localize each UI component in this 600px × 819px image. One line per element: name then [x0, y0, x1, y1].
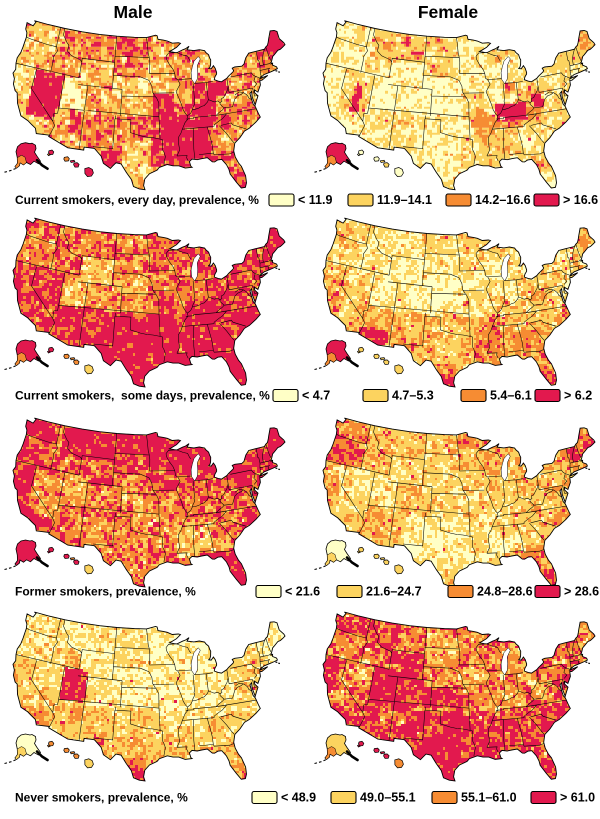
svg-text:Female: Female [418, 2, 479, 22]
svg-text:Never smokers, prevalence, %: Never smokers, prevalence, % [15, 791, 188, 805]
svg-text:Male: Male [114, 2, 153, 22]
svg-text:< 11.9: < 11.9 [298, 193, 332, 207]
svg-text:Current smokers, every day, pr: Current smokers, every day, prevalence, … [15, 193, 259, 207]
svg-text:11.9–14.1: 11.9–14.1 [377, 193, 432, 207]
svg-text:5.4–6.1: 5.4–6.1 [490, 389, 532, 403]
svg-text:Former smokers, prevalence, %: Former smokers, prevalence, % [15, 585, 196, 599]
svg-text:14.2–16.6: 14.2–16.6 [475, 193, 531, 207]
svg-text:> 61.0: > 61.0 [560, 791, 595, 805]
svg-text:55.1–61.0: 55.1–61.0 [461, 791, 517, 805]
svg-text:Current smokers, some days, p: Current smokers, some days, prevalence, … [15, 389, 270, 403]
svg-text:< 48.9: < 48.9 [281, 791, 316, 805]
svg-text:21.6–24.7: 21.6–24.7 [366, 585, 422, 599]
svg-text:49.0–55.1: 49.0–55.1 [360, 791, 416, 805]
svg-text:> 6.2: > 6.2 [564, 389, 592, 403]
svg-text:> 28.6: > 28.6 [564, 585, 599, 599]
svg-text:> 16.6: > 16.6 [563, 193, 598, 207]
svg-text:24.8–28.6: 24.8–28.6 [477, 585, 533, 599]
svg-text:< 21.6: < 21.6 [285, 585, 320, 599]
svg-text:< 4.7: < 4.7 [302, 389, 330, 403]
svg-text:4.7–5.3: 4.7–5.3 [392, 389, 434, 403]
